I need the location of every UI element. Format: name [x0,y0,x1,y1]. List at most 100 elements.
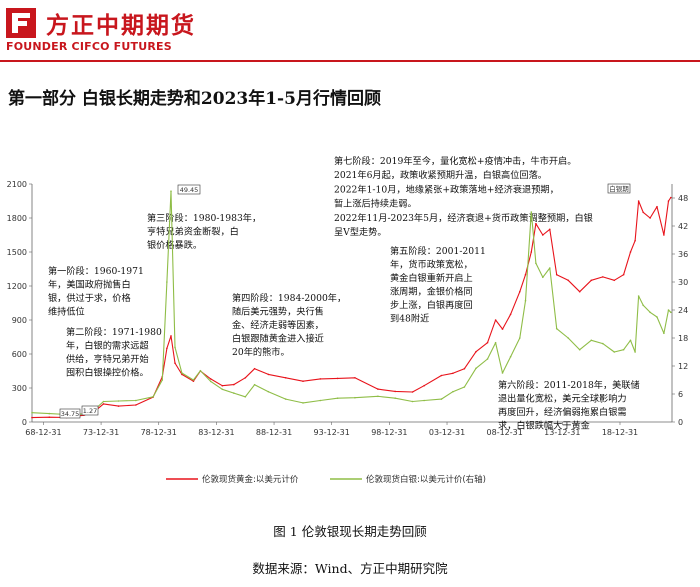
silver-data-point [642,304,644,307]
silver-data-point [494,341,497,344]
silver-data-point [394,397,397,399]
gold-data-point [634,239,636,242]
annotation-stage4-line: 随后美元强势，央行售 [232,306,324,318]
silver-data-point [634,351,636,353]
silver-data-point [377,395,379,398]
silver-data-point [319,399,322,402]
annotation-stage2-line: 年，白银的需求远超 [66,340,149,352]
silver-data-point [152,396,154,398]
gold-data-point [170,335,172,337]
gold-data-point [567,279,569,282]
annotation-stage6-line: 再度回升，经济偏弱拖累白银需 [498,406,627,418]
gold-data-point [667,200,670,202]
figure-caption: 图 1 伦敦银现长期走势回顾 [273,524,427,539]
data-label-box: 白银期 [607,183,631,194]
silver-data-point [501,372,504,374]
legend-item: 伦敦现货白银:以美元计价(右轴) [330,474,486,485]
annotation-stage5-line: 年，货币政策宽松， [390,259,473,271]
gold-data-point [174,362,176,364]
gold-data-point [253,367,256,370]
x-tick-label: 13-12-31 [544,428,580,437]
gold-data-point [463,367,466,370]
data-label-text: 白银期 [609,184,629,193]
gold-data-point [440,374,443,377]
annotation-stage2-line: 供给，亨特兄弟开始 [66,353,149,365]
x-tick-label: 18-12-31 [602,428,638,437]
silver-data-point [667,309,670,311]
gold-data-point [319,378,322,380]
gold-data-point [524,273,527,276]
annotation-stage7-line: 暂上涨后持续走弱。 [334,198,417,210]
y-left-tick-label: 1800 [7,214,27,223]
gold-data-point [377,388,379,390]
y-left-tick-label: 1500 [7,248,27,257]
silver-data-point [174,346,176,349]
silver-data-point [102,400,105,403]
silver-data-point [302,402,304,404]
silver-data-point [567,337,569,339]
silver-data-point [267,390,270,393]
gold-data-point [411,391,414,393]
silver-data-point [354,396,356,399]
silver-data-point [411,400,414,403]
silver-data-point [463,386,466,388]
gold-data-point [31,416,33,419]
annotation-stage1-line: 银，供过于求，价格 [48,292,131,304]
annotation-stage2-line: 第二阶段：1971-1980 [66,326,162,338]
gold-data-point [663,234,665,236]
silver-data-point [524,299,527,302]
x-tick-label: 98-12-31 [371,428,407,437]
data-label-frame [59,408,81,419]
silver-data-point [31,411,33,414]
annotation-stage7-line: 2022年1-10月，地缘紧张+政策落地+经济衰退预期， [334,183,559,195]
annotation-stage7: 第七阶段：2019年至今，量化宽松+疫情冲击，牛市开启。 2021年6月起，政策收… [334,155,593,238]
silver-data-point [166,281,168,283]
annotation-stage4-line: 金、经济走弱等因素， [232,319,324,331]
y-left-tick-label: 1200 [7,282,27,291]
chart-series [31,190,672,419]
y-left-tick-label: 0 [22,418,27,427]
gold-data-point [530,251,533,253]
legend-label: 伦敦现货白银:以美元计价(右轴) [366,474,486,485]
silver-data-point [613,351,616,353]
gold-data-point [501,328,504,330]
silver-data-point [181,372,183,374]
x-tick-label: 73-12-31 [83,428,119,437]
y-left-tick-label: 2100 [7,180,27,189]
gold-data-point [117,405,120,407]
y-left-tick-label: 600 [12,350,27,359]
x-tick-label: 88-12-31 [256,428,292,437]
x-tick-label: 08-12-31 [487,428,523,437]
y-right-tick-label: 48 [678,194,688,203]
silver-data-point [590,339,593,342]
annotation-stage7-line: 呈V型走势。 [334,226,387,238]
y-right-tick-label: 36 [678,250,688,259]
silver-data-point [649,311,651,314]
gold-data-point [336,377,339,380]
stage-annotations: 第一阶段：1960-1971 年，美国政府抛售白银，供过于求，价格维持低位第二阶段… [48,155,640,432]
section-title: 第一部分 白银长期走势和2023年1-5月行情回顾 [8,89,381,109]
silver-data-point [284,398,287,400]
gold-data-point [590,279,593,282]
gold-data-point [209,378,212,380]
data-label-text: 34.75 [61,410,80,418]
gold-data-point [267,373,270,376]
gold-data-point [519,290,521,293]
gold-data-point [192,380,195,382]
gold-data-point [629,251,632,253]
silver-data-point [663,332,665,335]
data-label-box: 34.75 [59,408,81,419]
gold-data-point [535,222,537,225]
annotation-stage4-line: 20年的熊市。 [232,346,290,358]
gold-data-point [284,377,287,379]
silver-data-point [161,379,164,381]
silver-data-point [135,399,137,402]
gold-data-point [637,200,640,202]
annotation-stage4-line: 第四阶段：1984-2000年， [232,292,346,304]
gold-data-point [578,290,581,293]
gold-data-point [233,383,235,386]
annotation-stage5: 第五阶段：2001-2011 年，货币政策宽松，黄金白银重新开启上涨周期，金银价格… [390,245,486,325]
silver-data-point [253,383,256,386]
header-divider [0,60,700,62]
y-right-tick-label: 30 [678,278,688,287]
